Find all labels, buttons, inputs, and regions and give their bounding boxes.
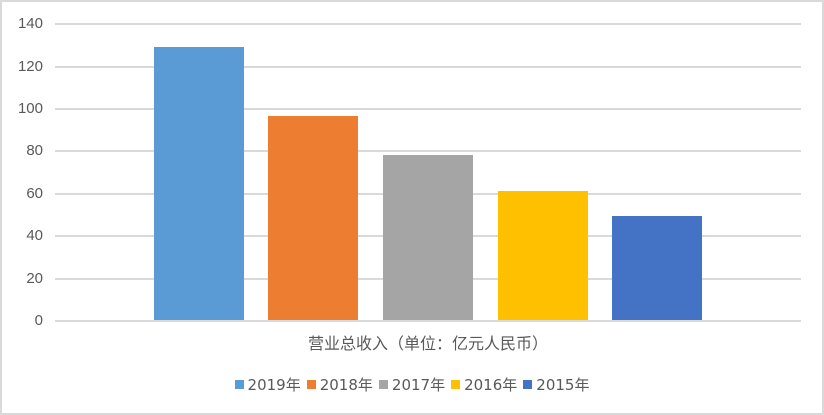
legend-item: 2015年 xyxy=(523,374,589,395)
bar-2019 xyxy=(154,47,244,320)
bar-2018 xyxy=(268,116,358,320)
legend-swatch-icon xyxy=(234,380,244,389)
bar-2015 xyxy=(612,216,702,320)
y-tick-label: 140 xyxy=(17,15,43,32)
y-tick-label: 120 xyxy=(17,58,43,75)
gridline xyxy=(55,320,801,322)
gridline xyxy=(55,23,801,25)
gridline xyxy=(55,108,801,110)
legend-item: 2018年 xyxy=(306,374,373,395)
y-tick-label: 0 xyxy=(34,312,43,329)
legend-item: 2017年 xyxy=(378,374,446,395)
gridline xyxy=(55,150,801,152)
legend-label: 2019年 xyxy=(247,376,301,394)
bar-2016 xyxy=(498,191,588,320)
y-tick-label: 100 xyxy=(17,100,43,117)
legend-label: 2018年 xyxy=(319,376,373,394)
bar-2017 xyxy=(383,155,473,320)
legend-label: 2015年 xyxy=(536,376,590,394)
gridline xyxy=(55,66,801,68)
y-tick-label: 40 xyxy=(26,227,43,244)
y-tick-label: 80 xyxy=(26,142,43,159)
x-axis-label: 营业总收入（单位：亿元人民币） xyxy=(307,334,548,353)
y-tick-label: 20 xyxy=(26,270,43,287)
legend-item: 2016年 xyxy=(451,374,517,395)
legend-swatch-icon xyxy=(306,380,316,389)
y-tick-label: 60 xyxy=(26,185,43,202)
legend-item: 2019年 xyxy=(234,374,301,395)
legend: 2019年 2018年 2017年 2016年 2015年 xyxy=(0,374,824,395)
legend-label: 2017年 xyxy=(391,376,446,394)
legend-swatch-icon xyxy=(378,380,388,389)
legend-swatch-icon xyxy=(523,380,533,389)
legend-label: 2016年 xyxy=(464,376,518,394)
legend-swatch-icon xyxy=(451,380,461,389)
